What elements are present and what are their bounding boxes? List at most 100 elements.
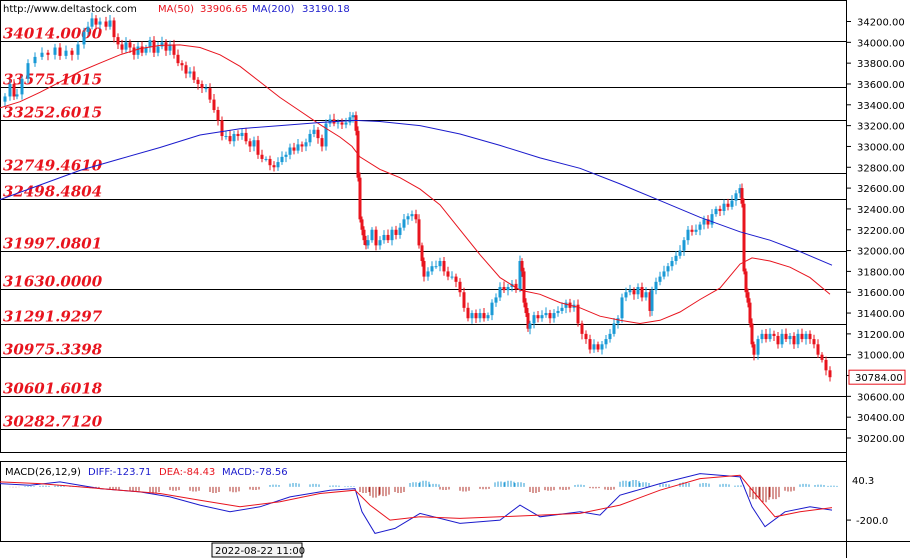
candle-body [374, 229, 378, 246]
candle-body [748, 302, 752, 324]
candle-body [518, 260, 522, 290]
candle-body [70, 50, 74, 55]
candle-body [752, 344, 756, 355]
level-label: 31997.0801 [3, 235, 102, 253]
candle-body [360, 219, 364, 230]
level-label: 34014.0000 [3, 25, 103, 43]
candle-body [33, 56, 37, 64]
candle-body [524, 302, 528, 314]
candle-body [828, 370, 832, 378]
candle-body [446, 271, 450, 277]
candle-body [666, 266, 670, 272]
macd-panel: 40.3 -200.0 [0, 473, 888, 534]
candle-body [526, 313, 530, 329]
last-price-box [848, 369, 906, 385]
candle-body [402, 219, 406, 228]
candle-body [316, 129, 320, 139]
level-label: 31291.9297 [3, 308, 103, 326]
candle-body [600, 344, 604, 350]
candle-body [776, 335, 780, 345]
candle-body [208, 88, 212, 100]
candle-body [788, 335, 792, 340]
candle-body [94, 18, 98, 25]
y-tick-label: 30200.00 [857, 434, 905, 445]
level-label: 32749.4610 [3, 157, 103, 175]
date-label: 2022-08-22 11:00 [215, 546, 305, 557]
candle-body [458, 281, 462, 293]
candle-body [386, 234, 390, 241]
candle-body [548, 313, 552, 319]
ma200-label: MA(200) [252, 4, 294, 15]
candle-body [336, 122, 340, 124]
candle-body [382, 234, 386, 241]
candle-body [46, 52, 50, 55]
candle-body [528, 323, 532, 329]
candle-body [486, 315, 490, 319]
candle-body [324, 123, 328, 147]
candle-body [520, 260, 524, 272]
candle-body [344, 122, 348, 125]
level-label: 32498.4804 [3, 183, 102, 201]
candle-body [522, 271, 526, 303]
candle-body [502, 287, 506, 291]
candle-body [824, 359, 828, 371]
y-tick-label: 32600.00 [857, 184, 905, 195]
candle-body [506, 287, 510, 291]
candle-body [580, 323, 584, 334]
candle-body [58, 47, 62, 56]
candle-body [746, 292, 750, 303]
candle-body [658, 276, 662, 282]
level-label: 33252.6015 [3, 104, 102, 122]
candle-body [604, 339, 608, 345]
y-tick-label: 33200.00 [857, 122, 905, 133]
candle-body [160, 42, 164, 47]
candle-body [674, 255, 678, 261]
y-tick-label: 31800.00 [857, 267, 905, 278]
candle-body [734, 193, 738, 201]
candle-body [144, 47, 148, 53]
candle-body [354, 115, 358, 131]
candle-body [15, 94, 19, 97]
candle-body [3, 96, 7, 102]
candle-body [576, 304, 580, 324]
y-tick-label: 34200.00 [857, 18, 905, 29]
candle-body [244, 132, 248, 142]
candle-body [454, 276, 458, 282]
candle-body [760, 333, 764, 340]
candle-body [312, 129, 316, 134]
candle-body [196, 79, 200, 84]
candle-body [268, 158, 272, 166]
level-label: 30601.6018 [3, 380, 103, 398]
candle-body [128, 42, 132, 48]
candle-body [104, 21, 108, 27]
candle-body [764, 333, 768, 340]
candle-body [442, 260, 446, 272]
y-tick-label: 33400.00 [857, 101, 905, 112]
candle-body [264, 158, 268, 160]
candle-body [772, 333, 776, 336]
candle-body [640, 287, 644, 298]
candle-body [228, 136, 232, 142]
candle-body [394, 229, 398, 235]
candle-body [714, 208, 718, 215]
moving-averages-layer [0, 44, 833, 325]
candle-body [364, 240, 368, 246]
candle-body [596, 344, 600, 350]
macd-tick-label: -200.0 [856, 516, 888, 527]
candle-body [756, 339, 760, 355]
candle-body [224, 136, 228, 138]
candle-body [26, 63, 30, 79]
candle-body [540, 315, 544, 319]
candle-body [808, 333, 812, 340]
candle-body [76, 44, 80, 55]
ma200-value: 33190.18 [302, 4, 350, 15]
candle-body [320, 138, 324, 147]
y-tick-label: 32200.00 [857, 226, 905, 237]
date-box [211, 542, 303, 558]
candle-body [470, 313, 474, 319]
macd-dea: DEA:-84.43 [159, 467, 215, 478]
candle-body [654, 281, 658, 291]
y-tick-label: 31200.00 [857, 330, 905, 341]
